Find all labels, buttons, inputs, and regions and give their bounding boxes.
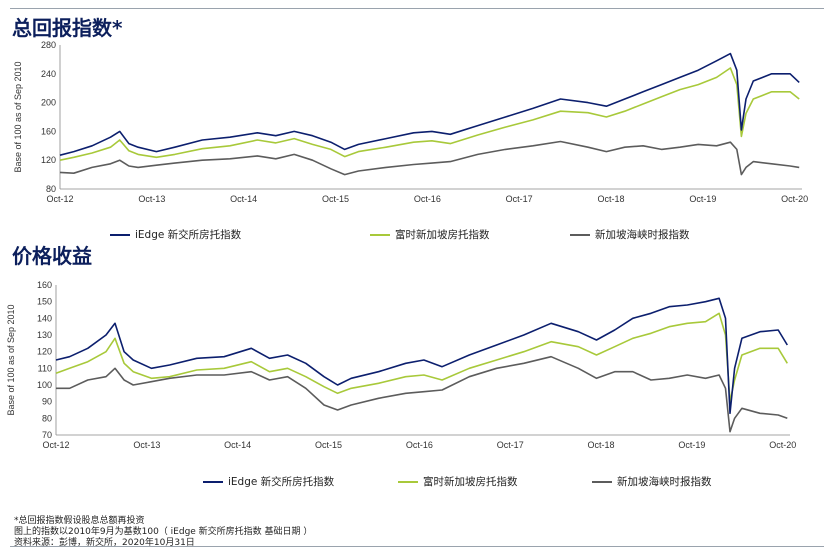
chart1-legend-sti: 新加坡海峡时报指数 (570, 227, 690, 242)
bottom-divider (10, 546, 824, 547)
x-tick-label: Oct-17 (497, 440, 524, 450)
legend-label: iEdge 新交所房托指数 (135, 229, 242, 241)
x-tick-label: Oct-18 (588, 440, 615, 450)
legend-label: 新加坡海峡时报指数 (617, 476, 712, 488)
y-tick-label: 200 (41, 98, 56, 108)
legend-swatch-sti (592, 480, 612, 483)
chart-2-plot: 70 80 90 100 110 120 130 140 150 160 Oct-12 Oct-13 O… (6, 280, 796, 450)
x-tick-label: Oct-12 (46, 194, 73, 204)
y-tick-label: 100 (37, 380, 52, 390)
y-axis-label: Base of 100 as of Sep 2010 (6, 304, 16, 415)
y-tick-label: 150 (37, 297, 52, 307)
series-line-sti (56, 355, 788, 433)
x-tick-label: Oct-16 (414, 194, 441, 204)
footnote-3: 资料来源：彭博，新交所，2020年10月31日 (14, 538, 195, 548)
y-tick-label: 110 (38, 363, 52, 373)
chart2-legend-frasers: 富时新加坡房托指数 (398, 474, 518, 489)
y-tick-label: 120 (37, 347, 52, 357)
x-tick-label: Oct-19 (678, 440, 705, 450)
x-tick-label: Oct-13 (133, 440, 160, 450)
y-tick-label: 80 (46, 184, 56, 194)
y-tick-label: 80 (42, 413, 52, 423)
top-divider (10, 8, 824, 9)
chart2-legend-iedge: iEdge 新交所房托指数 (203, 474, 334, 489)
series-line-frasers (59, 67, 800, 161)
legend-label: 新加坡海峡时报指数 (595, 229, 690, 241)
y-tick-label: 140 (37, 313, 52, 323)
x-tick-label: Oct-18 (597, 194, 624, 204)
x-tick-label: Oct-14 (230, 194, 257, 204)
legend-swatch-iedge (203, 480, 223, 483)
legend-label: iEdge 新交所房托指数 (228, 476, 335, 488)
footnote-2: 图上的指数以2010年9月为基数100（ iEdge 新交所房托指数 基础日期 … (14, 527, 313, 537)
legend-swatch-frasers (398, 480, 418, 483)
legend-swatch-frasers (370, 233, 390, 236)
y-tick-label: 160 (37, 280, 52, 290)
x-tick-label: Oct-20 (781, 194, 808, 204)
y-tick-label: 90 (42, 397, 52, 407)
y-axis-label: Base of 100 as of Sep 2010 (13, 61, 23, 172)
series-line-frasers (55, 312, 788, 403)
legend-swatch-sti (570, 233, 590, 236)
y-tick-label: 70 (42, 430, 52, 440)
chart1-legend-iedge: iEdge 新交所房托指数 (110, 227, 241, 242)
chart-1-plot: 80 120 160 200 240 280 Oct-12 Oct-13 Oct-14 Oct-1… (13, 40, 808, 204)
x-tick-label: Oct-12 (42, 440, 69, 450)
x-tick-label: Oct-19 (689, 194, 716, 204)
x-tick-label: Oct-14 (224, 440, 251, 450)
series-line-iedge (55, 297, 788, 415)
footnote-1: *总回报指数假设股息总额再投资 (14, 516, 145, 526)
x-tick-label: Oct-20 (769, 440, 796, 450)
y-tick-label: 240 (41, 69, 56, 79)
series-line-iedge (59, 52, 800, 156)
y-tick-label: 120 (41, 155, 56, 165)
legend-label: 富时新加坡房托指数 (423, 476, 518, 488)
x-tick-label: Oct-15 (315, 440, 342, 450)
chart1-title: 总回报指数* (12, 16, 123, 40)
legend-swatch-iedge (110, 233, 130, 236)
chart1-legend-frasers: 富时新加坡房托指数 (370, 227, 490, 242)
chart2-title: 价格收益 (12, 244, 92, 268)
x-tick-label: Oct-17 (506, 194, 533, 204)
chart2-legend-sti: 新加坡海峡时报指数 (592, 474, 712, 489)
y-tick-label: 130 (37, 330, 52, 340)
legend-label: 富时新加坡房托指数 (395, 229, 490, 241)
x-tick-label: Oct-16 (406, 440, 433, 450)
y-tick-label: 280 (41, 40, 56, 50)
x-tick-label: Oct-13 (138, 194, 165, 204)
y-tick-label: 160 (41, 126, 56, 136)
series-line-sti (59, 140, 800, 176)
x-tick-label: Oct-15 (322, 194, 349, 204)
